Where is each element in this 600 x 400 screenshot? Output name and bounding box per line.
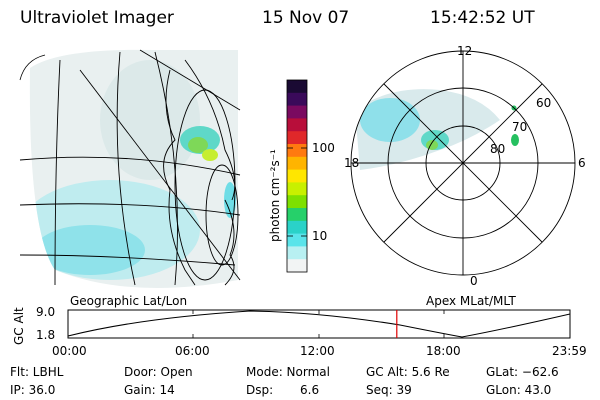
left-map-grid	[19, 49, 241, 286]
mlt-label-12: 12	[457, 44, 473, 58]
door-info: Door: Open	[124, 365, 193, 379]
colorbar-band	[287, 92, 307, 107]
colorbar-band	[287, 169, 307, 183]
mlt-label-6: 6	[578, 156, 586, 170]
altitude-xtick-0600: 06:00	[175, 344, 210, 358]
altitude-xtick-1800: 18:00	[426, 344, 461, 358]
gain-info: Gain: 14	[124, 383, 175, 397]
glat-info: GLat: −62.6	[486, 365, 559, 379]
colorbar-ticks	[287, 147, 307, 237]
dsp-value: 6.6	[300, 383, 320, 397]
lat-label-70: 70	[512, 120, 528, 134]
altitude-ylabel: GC Alt	[12, 307, 26, 345]
altitude-ytick-9: 9.0	[36, 305, 56, 319]
mode-info: Mode: Normal	[246, 365, 330, 379]
colorbar-band	[287, 220, 307, 235]
left-map-image	[29, 49, 239, 289]
date-label: 15 Nov 07	[262, 8, 350, 28]
altitude-xtick-0000: 00:00	[52, 344, 87, 358]
ip-info: IP: 36.0	[10, 383, 56, 397]
colorbar-band	[287, 156, 307, 171]
time-label: 15:42:52 UT	[430, 8, 535, 28]
left-map-caption: Geographic Lat/Lon	[70, 294, 188, 308]
colorbar-band	[287, 131, 307, 145]
gcalt-info: GC Alt: 5.6 Re	[366, 365, 450, 379]
mlt-label-18: 18	[344, 156, 360, 170]
glon-info: GLon: 43.0	[486, 383, 552, 397]
dsp-label: Dsp:	[246, 383, 274, 397]
instrument-title: Ultraviolet Imager	[20, 8, 174, 28]
colorbar	[287, 80, 307, 273]
polar-grid	[350, 50, 576, 276]
colorbar-band	[287, 259, 307, 273]
polar-image	[355, 89, 519, 170]
colorbar-band	[287, 208, 307, 222]
altitude-curve	[67, 310, 571, 338]
seq-info: Seq: 39	[366, 383, 412, 397]
altitude-xtick-1200: 12:00	[300, 344, 335, 358]
colorbar-tick-100: 100	[312, 141, 335, 155]
colorbar-unit-label: photon cm⁻²s⁻¹	[268, 149, 282, 242]
colorbar-band	[287, 80, 307, 94]
mlt-label-0: 0	[470, 274, 478, 288]
colorbar-band	[287, 144, 307, 158]
altitude-xtick-2359: 23:59	[552, 344, 587, 358]
colorbar-band	[287, 246, 307, 260]
altitude-ytick-1-8: 1.8	[36, 328, 56, 342]
lat-label-60: 60	[536, 96, 552, 110]
polar-caption: Apex MLat/MLT	[426, 294, 516, 308]
colorbar-band	[287, 182, 307, 196]
colorbar-tick-10: 10	[312, 229, 328, 243]
filter-info: Flt: LBHL	[10, 365, 64, 379]
colorbar-band	[287, 118, 307, 132]
altitude-xticks	[192, 310, 445, 338]
lat-label-80: 80	[490, 142, 506, 156]
colorbar-band	[287, 105, 307, 119]
colorbar-band	[287, 195, 307, 209]
colorbar-band	[287, 233, 307, 247]
